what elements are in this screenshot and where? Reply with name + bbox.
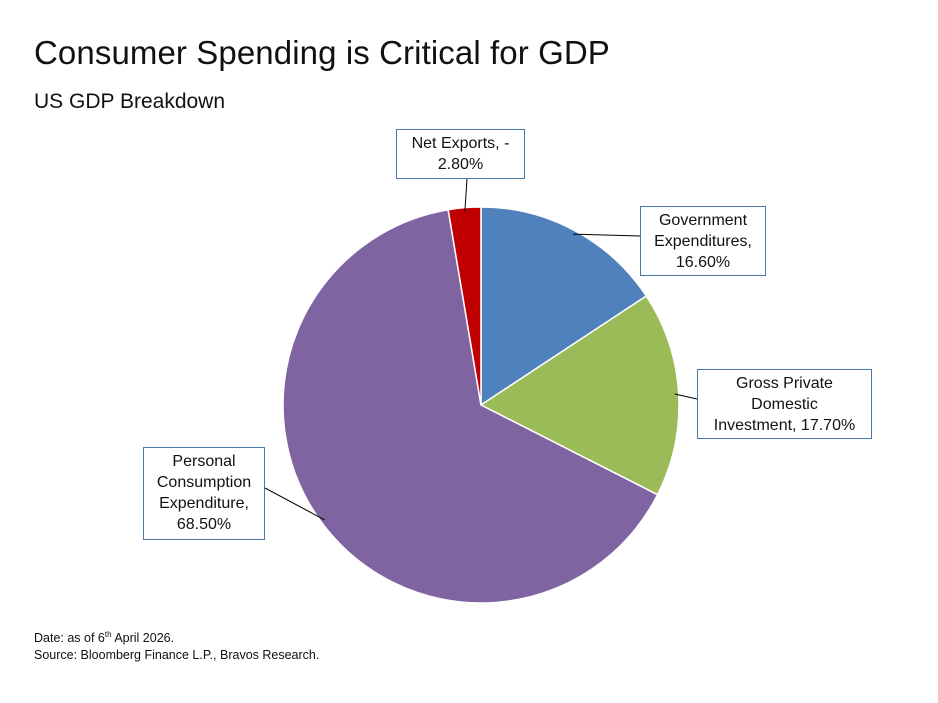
data-label-line: Expenditures, xyxy=(654,233,752,250)
leader-line xyxy=(572,233,641,237)
data-label-personal-consumption-expenditure: Personal Consumption Expenditure, 68.50% xyxy=(143,447,265,540)
leader-line xyxy=(264,487,325,521)
data-label-gross-private-domestic-investment: Gross Private Domestic Investment, 17.70% xyxy=(697,369,872,439)
data-label-line: Domestic xyxy=(751,396,818,413)
pie-slice-gross-private-domestic-investment xyxy=(479,294,680,496)
pie-slice-government-expenditures xyxy=(480,206,648,407)
leader-line xyxy=(464,178,468,212)
data-label-net-exports: Net Exports, - 2.80% xyxy=(396,129,525,179)
date-note: Date: as of 6th April 2026. xyxy=(34,629,175,645)
chart-subtitle: US GDP Breakdown xyxy=(34,90,226,113)
footnote: Date: as of 6th April 2026. Source: Bloo… xyxy=(34,630,319,664)
source-note: Source: Bloomberg Finance L.P., Bravos R… xyxy=(34,648,320,662)
data-label-line: Net Exports, - xyxy=(411,135,510,152)
pie-slice-personal-consumption-expenditure xyxy=(282,208,659,604)
data-label-government-expenditures: Government Expenditures, 16.60% xyxy=(640,206,766,276)
data-label-line: Expenditure, xyxy=(159,495,249,512)
data-label-line: Gross Private xyxy=(736,375,833,392)
data-label-line: Consumption xyxy=(156,474,252,491)
data-label-line: 68.50% xyxy=(176,516,232,533)
data-label-line: Government xyxy=(658,212,748,229)
data-label-line: 2.80% xyxy=(437,156,484,173)
leader-line xyxy=(674,393,698,400)
pie-slice-net-exports xyxy=(447,206,482,406)
data-label-line: Investment, 17.70% xyxy=(713,417,856,434)
data-label-line: Personal xyxy=(172,453,236,470)
chart-title: Consumer Spending is Critical for GDP xyxy=(34,34,610,71)
data-label-line: 16.60% xyxy=(675,254,731,271)
